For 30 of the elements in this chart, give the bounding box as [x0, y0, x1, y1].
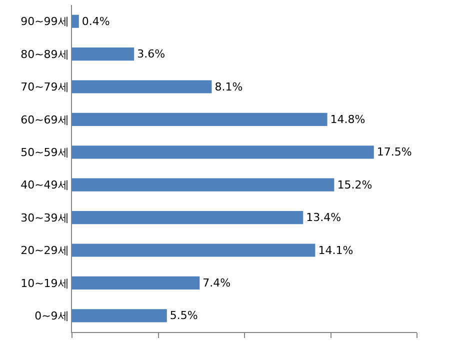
- bar: [72, 112, 328, 126]
- y-tick-label: 50~59세: [20, 146, 69, 159]
- bar: [72, 14, 79, 28]
- bar: [72, 244, 316, 257]
- data-label: 17.5%: [376, 146, 412, 159]
- data-label: 14.8%: [330, 112, 366, 126]
- y-tick-label: 40~49세: [20, 178, 69, 192]
- data-label: 7.4%: [202, 276, 231, 290]
- bar: [72, 276, 200, 290]
- y-tick-label: 60~69세: [20, 113, 69, 126]
- y-tick-label: 70~79세: [20, 80, 69, 94]
- bar: [72, 178, 334, 192]
- bar: [72, 211, 304, 224]
- bar: [72, 309, 167, 322]
- bar: [72, 80, 212, 94]
- y-tick-label: 30~39세: [20, 211, 69, 224]
- data-label: 3.6%: [137, 48, 166, 61]
- y-tick-label: 20~29세: [20, 244, 69, 258]
- bar: [72, 48, 134, 61]
- data-label: 14.1%: [318, 244, 354, 257]
- y-tick-label: 10~19세: [20, 276, 69, 290]
- data-label: 0.4%: [82, 14, 110, 28]
- data-label: 8.1%: [214, 80, 243, 94]
- y-tick-label: 80~89세: [20, 48, 69, 61]
- data-label: 5.5%: [170, 309, 198, 322]
- data-label: 15.2%: [337, 178, 372, 192]
- bar: [72, 146, 374, 159]
- y-tick-label: 90~99세: [20, 15, 69, 28]
- data-label: 13.4%: [306, 211, 342, 224]
- y-tick-label: 0~9세: [34, 310, 69, 322]
